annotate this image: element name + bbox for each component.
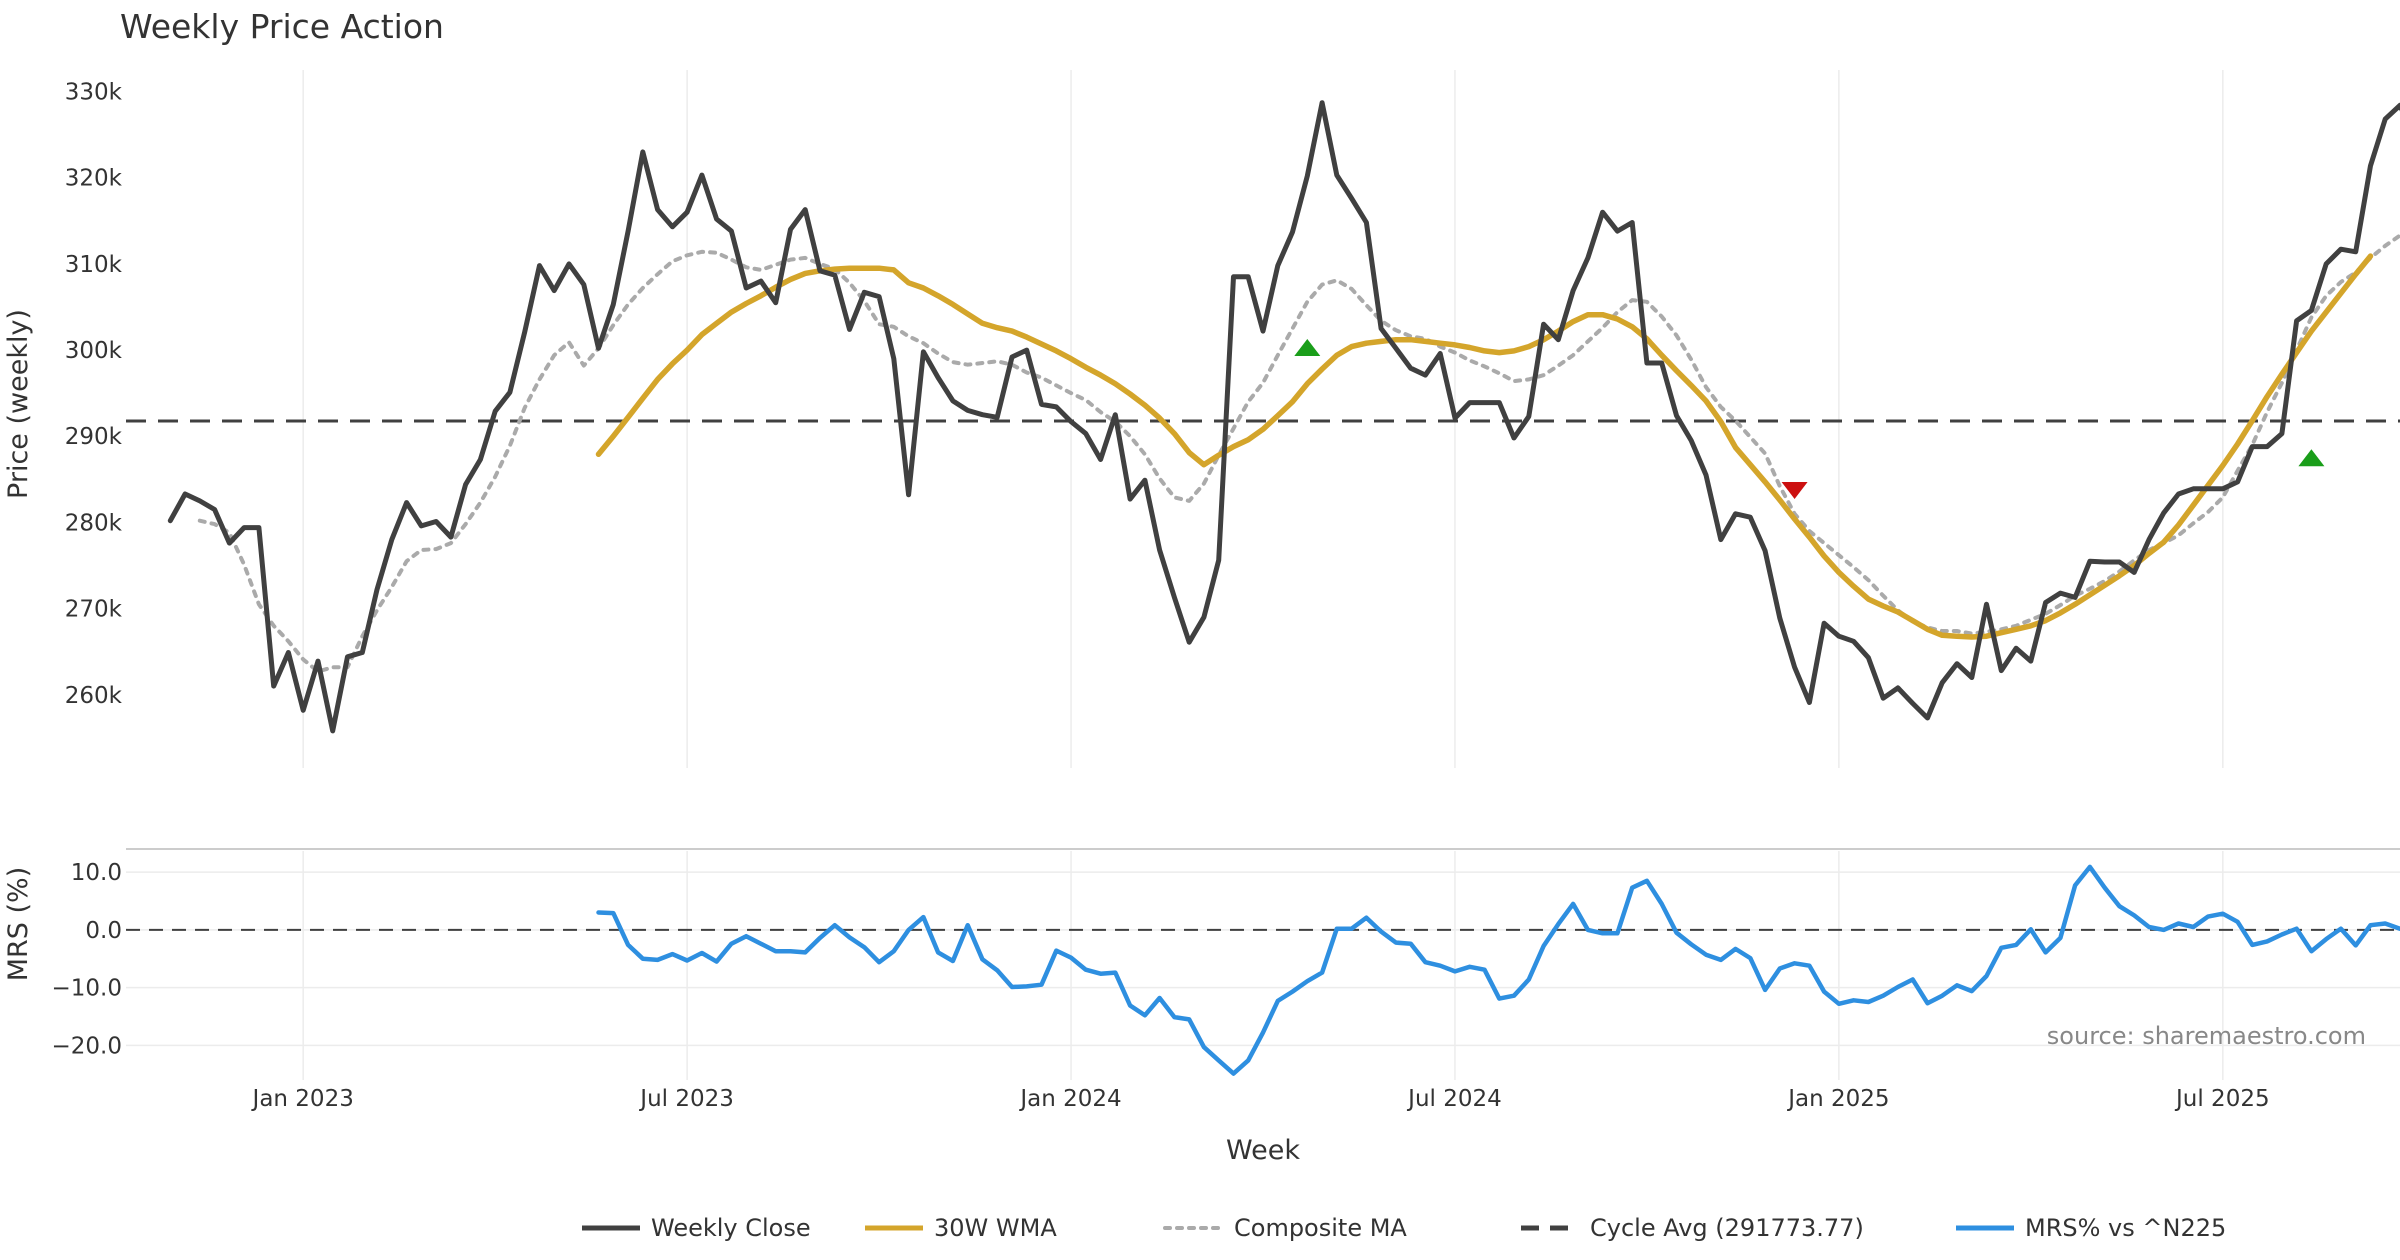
price-y-tick-label: 330k xyxy=(65,80,123,106)
price-y-axis-title: Price (weekly) xyxy=(3,309,34,499)
mrs-series-group xyxy=(596,864,2400,1076)
price-y-tick-label: 290k xyxy=(65,424,123,450)
buy-signal-marker xyxy=(1294,338,1321,356)
buy-signal-marker xyxy=(2298,449,2325,467)
legend-label: Cycle Avg (291773.77) xyxy=(1590,1214,1864,1242)
price-y-tick-label: 270k xyxy=(65,597,123,623)
mrs-y-axis: 10.0 0.0 −10.0 −20.0 xyxy=(52,860,122,1059)
price-y-tick-label: 300k xyxy=(65,338,123,364)
mrs-y-tick-label: 0.0 xyxy=(85,918,122,944)
weekly-close-line xyxy=(167,100,2400,734)
mrs-y-axis-title: MRS (%) xyxy=(3,867,34,982)
signal-markers xyxy=(1294,338,2325,500)
legend-label: 30W WMA xyxy=(934,1214,1057,1242)
chart-title: Weekly Price Action xyxy=(120,7,444,46)
sell-signal-marker xyxy=(1781,482,1808,500)
x-tick-label: Jul 2025 xyxy=(2174,1086,2270,1112)
price-y-tick-label: 320k xyxy=(65,166,123,192)
mrs-y-tick-label: −20.0 xyxy=(52,1033,122,1059)
price-y-tick-label: 310k xyxy=(65,252,123,278)
x-axis: Jan 2023 Jul 2023 Jan 2024 Jul 2024 Jan 2025… xyxy=(251,1086,2270,1112)
price-gridlines xyxy=(302,70,2224,768)
source-attribution: source: sharemaestro.com xyxy=(2047,1022,2366,1050)
price-panel: 260k 270k 280k 290k 300k 310k 320k 330k Price (… xyxy=(3,70,2400,768)
composite-ma-line xyxy=(197,233,2400,674)
price-y-axis: 260k 270k 280k 290k 300k 310k 320k 330k xyxy=(65,80,123,709)
x-tick-label: Jan 2023 xyxy=(251,1086,354,1112)
mrs-y-tick-label: −10.0 xyxy=(52,976,122,1002)
x-tick-label: Jan 2024 xyxy=(1018,1086,1121,1112)
legend-label: Weekly Close xyxy=(651,1214,811,1242)
legend-label: Composite MA xyxy=(1234,1214,1407,1242)
x-tick-label: Jul 2023 xyxy=(638,1086,734,1112)
x-tick-label: Jul 2024 xyxy=(1406,1086,1502,1112)
price-series-group xyxy=(167,100,2400,734)
legend: Weekly Close 30W WMA Composite MA Cycle Avg… xyxy=(582,1214,2226,1242)
mrs-vs-n225-line xyxy=(596,864,2400,1076)
x-axis-title: Week xyxy=(1226,1135,1300,1166)
mrs-panel: 10.0 0.0 −10.0 −20.0 MRS (%) source: sharem… xyxy=(3,848,2400,1080)
price-y-tick-label: 280k xyxy=(65,510,123,536)
30w-wma-line xyxy=(595,253,2374,640)
x-tick-label: Jan 2025 xyxy=(1786,1086,1889,1112)
price-y-tick-label: 260k xyxy=(65,683,123,709)
legend-label: MRS% vs ^N225 xyxy=(2025,1214,2226,1242)
mrs-y-tick-label: 10.0 xyxy=(71,860,122,886)
